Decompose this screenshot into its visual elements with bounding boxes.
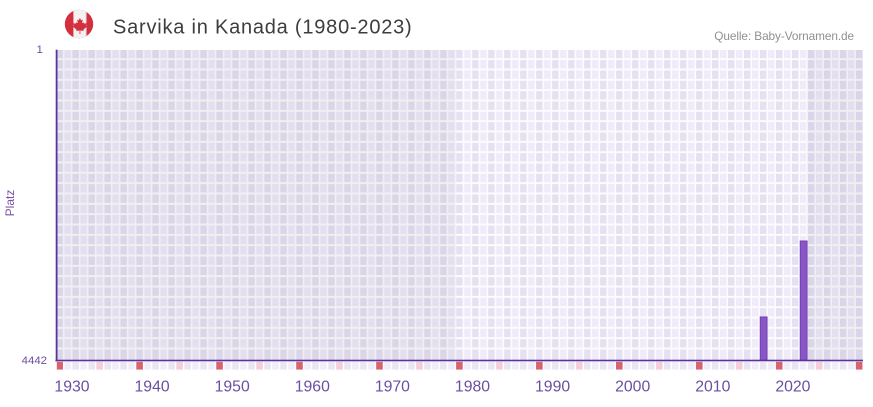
svg-text:4442: 4442 (22, 355, 47, 367)
svg-text:1980: 1980 (455, 379, 490, 396)
svg-text:1960: 1960 (295, 379, 330, 396)
svg-text:2020: 2020 (775, 379, 810, 396)
svg-text:1970: 1970 (375, 379, 410, 396)
svg-text:1: 1 (36, 44, 42, 56)
svg-text:1950: 1950 (215, 379, 250, 396)
svg-text:1990: 1990 (535, 379, 570, 396)
svg-text:Sarvika in Kanada (1980-2023): Sarvika in Kanada (1980-2023) (113, 17, 412, 39)
svg-text:2010: 2010 (695, 379, 730, 396)
svg-text:1940: 1940 (135, 379, 170, 396)
svg-text:Quelle: Baby-Vornamen.de: Quelle: Baby-Vornamen.de (714, 29, 854, 43)
svg-text:2000: 2000 (615, 379, 650, 396)
svg-text:Platz: Platz (3, 190, 17, 217)
svg-text:1930: 1930 (54, 379, 89, 396)
